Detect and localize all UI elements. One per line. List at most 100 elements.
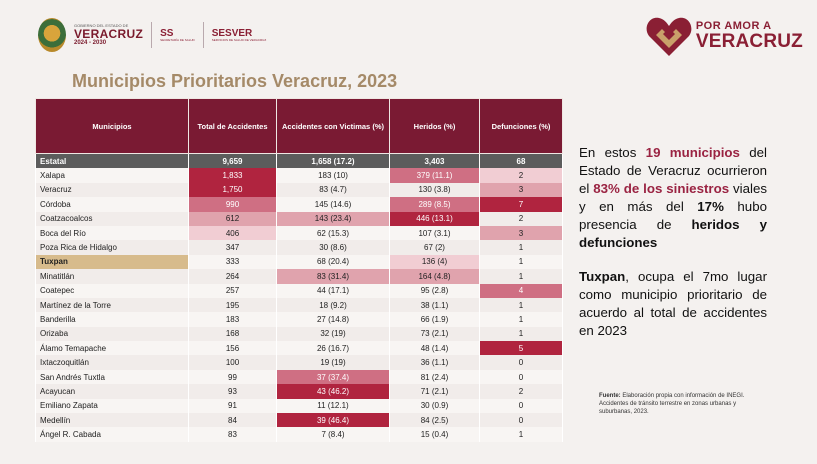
highlight: 83% de los siniestros: [593, 181, 730, 196]
table-row: Acayucan 93 43 (46.2) 71 (2.1) 2: [35, 384, 563, 399]
highlight: Tuxpan: [579, 269, 626, 284]
cell-victimas: 26 (16.7): [276, 341, 390, 356]
cell-heridos: 73 (2.1): [389, 326, 480, 342]
cell-defunciones: 0: [479, 398, 563, 414]
table-row: Minatitlán 264 83 (31.4) 164 (4.8) 1: [35, 269, 563, 284]
cell-victimas: 18 (9.2): [276, 297, 390, 313]
cell-defunciones: 1: [479, 297, 563, 313]
cell-heridos: 67 (2): [389, 240, 480, 255]
cell-municipio: Acayucan: [35, 384, 189, 399]
cell-victimas: 43 (46.2): [276, 384, 390, 399]
cell-victimas: 1,658 (17.2): [276, 153, 390, 169]
state-seal-icon: [38, 18, 66, 52]
cell-defunciones: 68: [479, 153, 563, 169]
cell-defunciones: 0: [479, 413, 563, 428]
divider: [151, 22, 153, 48]
cell-heridos: 81 (2.4): [389, 369, 480, 385]
cell-heridos: 84 (2.5): [389, 413, 480, 428]
heart-logo-icon: [646, 17, 692, 56]
cell-heridos: 48 (1.4): [389, 341, 480, 356]
sesver-text: SESVER: [211, 27, 253, 39]
cell-defunciones: 1: [479, 269, 563, 284]
cell-heridos: 164 (4.8): [389, 269, 480, 284]
cell-heridos: 3,403: [389, 153, 480, 169]
cell-total: 257: [188, 283, 277, 298]
table-row: Álamo Temapache 156 26 (16.7) 48 (1.4) 5: [35, 341, 563, 356]
cell-heridos: 379 (11.1): [389, 168, 480, 183]
header-defunciones: Defunciones (%): [479, 98, 563, 154]
gov-small-text: GOBIERNO DEL ESTADO DE: [74, 23, 129, 28]
gov-name: VERACRUZ: [74, 27, 144, 41]
cell-victimas: 27 (14.8): [276, 312, 390, 327]
table-row: Medellín 84 39 (46.4) 84 (2.5) 0: [35, 413, 563, 428]
table-row: Banderilla 183 27 (14.8) 66 (1.9) 1: [35, 312, 563, 327]
header-heridos: Heridos (%): [389, 98, 480, 154]
table-body: Estatal 9,659 1,658 (17.2) 3,403 68 Xalapa 1,8…: [35, 153, 563, 442]
cell-municipio: Orizaba: [35, 326, 189, 342]
table-row: Ixtaczoquitlán 100 19 (19) 36 (1.1) 0: [35, 355, 563, 370]
cell-total: 99: [188, 369, 277, 385]
cell-total: 264: [188, 269, 277, 284]
cell-municipio: Córdoba: [35, 197, 189, 212]
table-row: Poza Rica de Hidalgo 347 30 (8.6) 67 (2) 1: [35, 240, 563, 255]
text: viales y en más del: [579, 181, 768, 214]
cell-heridos: 66 (1.9): [389, 312, 480, 327]
cell-municipio: Medellín: [35, 413, 189, 428]
cell-defunciones: 5: [479, 341, 563, 356]
cell-total: 83: [188, 427, 277, 442]
ss-logo: SS SECRETARÍA DE SALUD: [160, 27, 195, 42]
sesver-subtext: SERVICIOS DE SALUD DE VERACRUZ: [211, 37, 267, 42]
cell-defunciones: 1: [479, 427, 563, 442]
cell-defunciones: 0: [479, 369, 563, 385]
cell-victimas: 145 (14.6): [276, 197, 390, 212]
cell-total: 168: [188, 326, 277, 342]
cell-defunciones: 4: [479, 283, 563, 298]
summary-paragraph-1: En estos 19 municipios del Estado de Ver…: [579, 144, 767, 252]
cell-victimas: 62 (15.3): [276, 225, 390, 241]
cell-municipio: Ángel R. Cabada: [35, 427, 189, 442]
cell-municipio: Xalapa: [35, 168, 189, 183]
brand-text: POR AMOR A VERACRUZ: [695, 21, 803, 52]
table-row: Emiliano Zapata 91 11 (12.1) 30 (0.9) 0: [35, 398, 563, 414]
cell-heridos: 95 (2.8): [389, 283, 480, 298]
cell-heridos: 38 (1.1): [389, 297, 480, 313]
header-municipios: Municipios: [35, 98, 189, 154]
source-text: Elaboración propia con información de IN…: [599, 393, 745, 415]
cell-defunciones: 2: [479, 384, 563, 399]
cell-heridos: 107 (3.1): [389, 225, 480, 241]
cell-defunciones: 1: [479, 326, 563, 342]
ss-text: SS: [160, 27, 174, 39]
source-note: Fuente: Elaboración propia con informaci…: [599, 392, 769, 416]
text: En estos: [579, 145, 637, 160]
table-row: Coatepec 257 44 (17.1) 95 (2.8) 4: [35, 283, 563, 298]
header-victimas: Accidentes con Victimas (%): [276, 98, 390, 154]
government-logo: GOBIERNO DEL ESTADO DE VERACRUZ 2024 - 2…: [74, 23, 144, 47]
cell-municipio: Martínez de la Torre: [35, 297, 189, 313]
divider: [202, 22, 204, 48]
cell-total: 9,659: [188, 153, 277, 169]
summary-paragraph-2: Tuxpan, ocupa el 7mo lugar como municipi…: [579, 268, 767, 340]
table-row: Tuxpan 333 68 (20.4) 136 (4) 1: [35, 254, 563, 270]
cell-total: 347: [188, 240, 277, 255]
highlight: heridos y defunciones: [579, 217, 767, 250]
cell-victimas: 183 (10): [276, 168, 390, 183]
cell-defunciones: 1: [479, 240, 563, 255]
brand-bottom: VERACRUZ: [695, 31, 803, 52]
cell-total: 183: [188, 312, 277, 327]
cell-defunciones: 2: [479, 168, 563, 183]
cell-victimas: 68 (20.4): [276, 254, 390, 270]
cell-heridos: 130 (3.8): [389, 182, 480, 198]
cell-heridos: 30 (0.9): [389, 398, 480, 414]
cell-defunciones: 3: [479, 182, 563, 198]
cell-heridos: 71 (2.1): [389, 384, 480, 399]
cell-municipio: Emiliano Zapata: [35, 398, 189, 414]
cell-total: 1,833: [188, 168, 277, 183]
por-amor-a-veracruz-logo: POR AMOR A VERACRUZ: [646, 14, 803, 58]
cell-total: 1,750: [188, 182, 277, 198]
highlight: 17%: [697, 199, 724, 214]
page-title: Municipios Prioritarios Veracruz, 2023: [72, 71, 398, 91]
cell-municipio: Minatitlán: [35, 269, 189, 284]
cell-municipio: Coatepec: [35, 283, 189, 298]
cell-municipio: Tuxpan: [35, 254, 189, 270]
cell-victimas: 37 (37.4): [276, 369, 390, 385]
